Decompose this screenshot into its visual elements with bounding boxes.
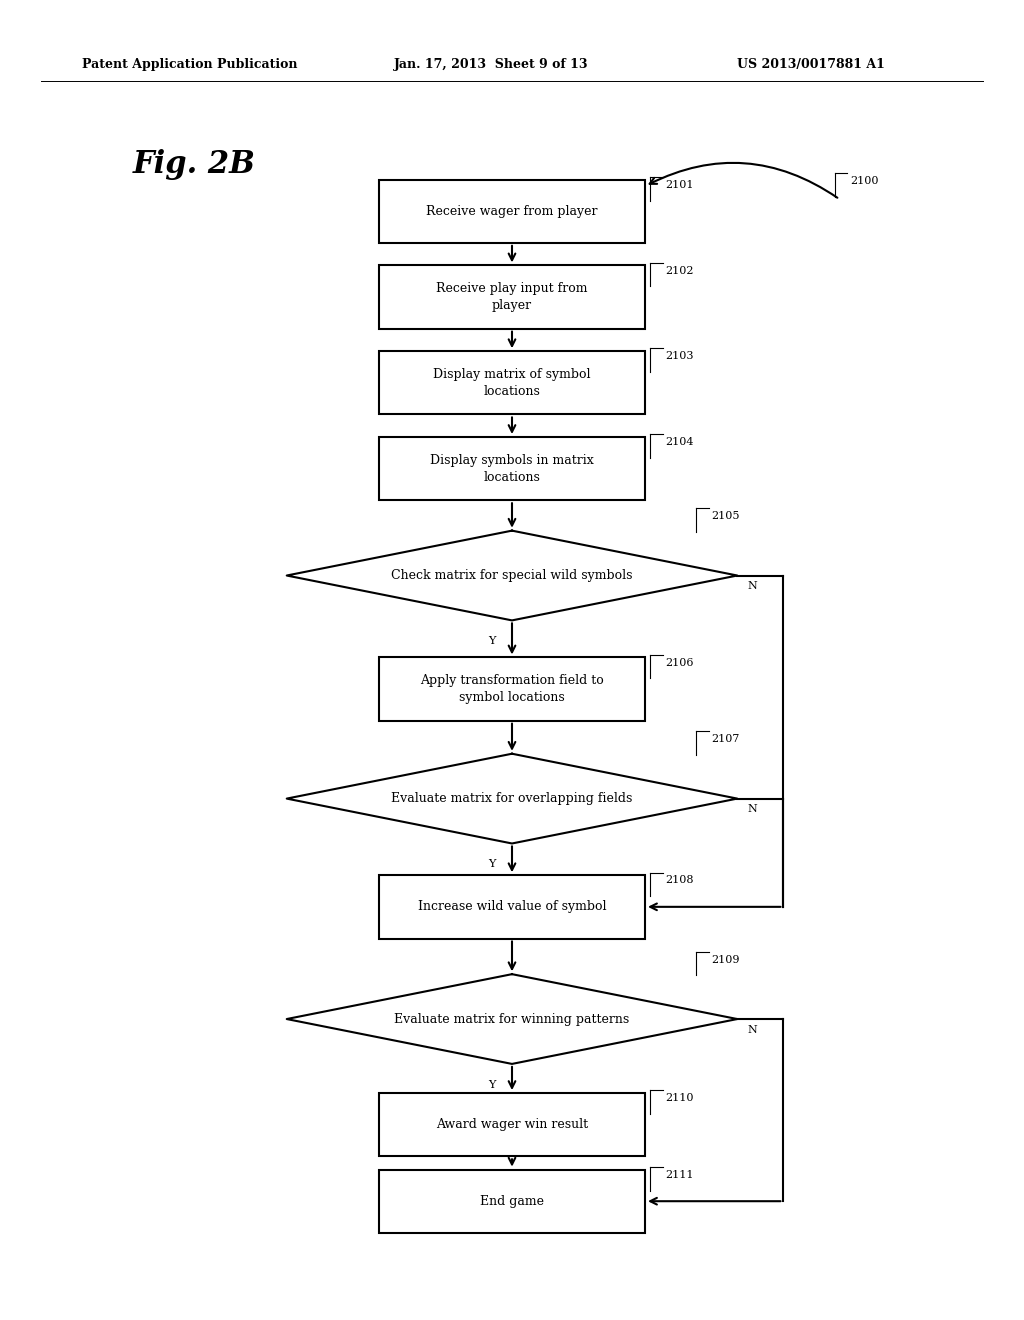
Text: Receive play input from
player: Receive play input from player (436, 282, 588, 312)
Text: Apply transformation field to
symbol locations: Apply transformation field to symbol loc… (420, 675, 604, 704)
Bar (379, 351, 645, 414)
Text: N: N (748, 804, 758, 814)
Text: 2100: 2100 (850, 176, 879, 186)
Text: Receive wager from player: Receive wager from player (426, 205, 598, 218)
Text: 2103: 2103 (666, 351, 694, 362)
Bar (379, 1093, 645, 1156)
Text: 2109: 2109 (712, 954, 740, 965)
Text: Y: Y (487, 859, 496, 870)
Bar (379, 437, 645, 500)
Text: Patent Application Publication: Patent Application Publication (82, 58, 297, 71)
Text: 2111: 2111 (666, 1170, 694, 1180)
Text: 2107: 2107 (712, 734, 740, 744)
Text: Check matrix for special wild symbols: Check matrix for special wild symbols (391, 569, 633, 582)
Text: 2102: 2102 (666, 265, 694, 276)
Bar (379, 265, 645, 329)
Text: US 2013/0017881 A1: US 2013/0017881 A1 (737, 58, 885, 71)
Polygon shape (287, 531, 737, 620)
Text: 2101: 2101 (666, 180, 694, 190)
Text: Y: Y (487, 636, 496, 647)
Text: Fig. 2B: Fig. 2B (133, 149, 256, 181)
Text: 2104: 2104 (666, 437, 694, 447)
Text: Evaluate matrix for overlapping fields: Evaluate matrix for overlapping fields (391, 792, 633, 805)
Text: End game: End game (480, 1195, 544, 1208)
Bar (379, 180, 645, 243)
Text: N: N (748, 581, 758, 591)
Text: Y: Y (487, 1080, 496, 1090)
Text: Award wager win result: Award wager win result (436, 1118, 588, 1131)
Polygon shape (287, 974, 737, 1064)
Text: Display symbols in matrix
locations: Display symbols in matrix locations (430, 454, 594, 483)
Text: 2105: 2105 (712, 511, 740, 521)
Bar (379, 1170, 645, 1233)
Text: N: N (748, 1024, 758, 1035)
Text: 2110: 2110 (666, 1093, 694, 1104)
Bar (379, 875, 645, 939)
Polygon shape (287, 754, 737, 843)
Text: Evaluate matrix for winning patterns: Evaluate matrix for winning patterns (394, 1012, 630, 1026)
Text: 2108: 2108 (666, 875, 694, 886)
Text: Increase wild value of symbol: Increase wild value of symbol (418, 900, 606, 913)
Text: 2106: 2106 (666, 657, 694, 668)
Text: Display matrix of symbol
locations: Display matrix of symbol locations (433, 368, 591, 397)
Text: Jan. 17, 2013  Sheet 9 of 13: Jan. 17, 2013 Sheet 9 of 13 (394, 58, 589, 71)
Bar (379, 657, 645, 721)
